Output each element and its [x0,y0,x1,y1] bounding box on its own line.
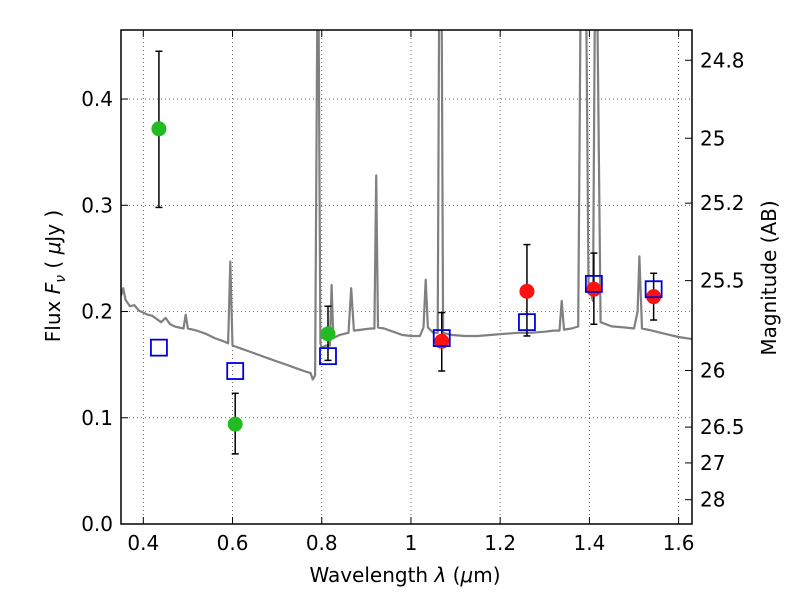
y2-tick-label: 25 [700,126,725,150]
data-point-green [227,416,243,432]
axes: 0.4 0.6 0.8 1 1.2 1.4 1.6 0.0 0.1 0.2 0.3 0.4 24.8 25… [81,29,745,555]
y-tick-label: 0.3 [81,193,113,217]
data-point-red [519,283,535,299]
x-tick-label: 0.8 [306,531,338,555]
y2-tick-label: 25.2 [700,191,745,215]
y2-tick-label: 26 [700,358,725,382]
y-tick-label: 0.4 [81,87,113,111]
y2-tick-label: 25.5 [700,269,745,293]
y2-tick-label: 27 [700,451,725,475]
model-photometry-square [518,313,536,332]
model-photometry-square [644,280,663,299]
model-photometry-square [584,275,603,293]
x-tick-label: 0.6 [217,531,249,555]
data-point-green [151,121,167,137]
grid-lines [121,30,692,524]
y2-tick-label: 24.8 [700,48,745,72]
x-tick-label: 1.4 [573,531,605,555]
model-photometry-square [319,347,337,366]
x-axis-title: Wavelength λ (μm) [309,563,500,587]
y2-axis-title: Magnitude (AB) [757,200,781,355]
model-photometry-square [226,362,245,380]
axes-frame [120,29,693,525]
y-axis-title: Flux Fν ( μJy ) [41,210,69,342]
data-point-red [586,281,602,297]
model-photometry-square [150,338,168,357]
y2-tick-label: 26.5 [700,415,745,439]
y-tick-label: 0.0 [81,512,113,536]
x-tick-label: 1.6 [663,531,695,555]
model-photometry-square [432,329,451,347]
y2-tick-label: 28 [700,488,725,512]
model-spectrum-line [121,30,692,381]
x-tick-label: 0.4 [127,531,159,555]
data-point-green [320,326,336,342]
y-tick-label: 0.1 [81,406,113,430]
y-tick-label: 0.2 [81,300,113,324]
x-tick-label: 1 [405,531,418,555]
x-tick-label: 1.2 [484,531,516,555]
plot-area [121,30,692,455]
data-point-red [434,333,450,349]
